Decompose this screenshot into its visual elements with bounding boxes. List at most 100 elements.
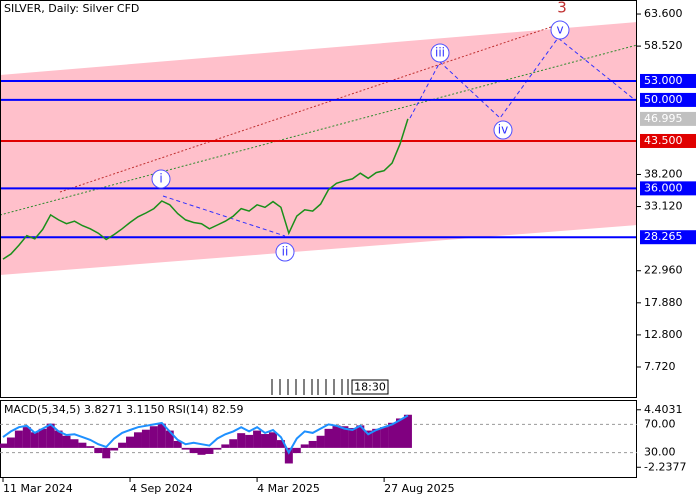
trend-line: [0, 44, 638, 216]
current-price: 46.995: [644, 112, 683, 125]
macd-bar: [253, 430, 262, 448]
y-tick-label: 58.520: [644, 39, 683, 52]
macd-bar: [229, 439, 238, 448]
y-tick-label: 22.960: [644, 264, 683, 277]
macd-bar: [126, 436, 135, 448]
level-label: 43.500: [644, 134, 683, 147]
y-tick-label: 4.4031: [644, 403, 683, 416]
macd-bar: [141, 429, 150, 448]
macd-bar: [284, 447, 293, 464]
level-tag: [640, 230, 696, 245]
macd-bar: [62, 435, 71, 448]
wave-circle: [430, 43, 450, 63]
wave-circle: [151, 169, 171, 189]
indicator-frame: [0, 400, 637, 478]
wave-label: iii: [435, 46, 445, 60]
level-label: 36.000: [644, 181, 683, 194]
macd-bar: [30, 432, 39, 448]
y-tick-label: 7.720: [644, 360, 676, 373]
macd-bar: [118, 442, 127, 448]
macd-bar: [197, 447, 206, 455]
chart-title: SILVER, Daily: Silver CFD: [4, 2, 139, 15]
macd-bar: [356, 425, 365, 448]
macd-bar: [276, 440, 285, 448]
macd-bar: [300, 444, 309, 448]
y-tick-label: 63.600: [644, 7, 683, 20]
time-box: [351, 379, 389, 395]
plot-frame: [0, 0, 637, 398]
macd-bar: [102, 447, 111, 459]
wave-path: [162, 195, 286, 237]
macd-bar: [348, 427, 357, 448]
level-tag: [640, 92, 696, 107]
macd-bar: [237, 433, 246, 448]
macd-bar: [205, 447, 214, 454]
x-tick-label: 27 Aug 2025: [384, 482, 454, 495]
macd-bar: [173, 440, 182, 448]
y-tick-label: 33.120: [644, 200, 683, 213]
macd-bar: [261, 434, 270, 448]
macd-bar: [403, 414, 412, 448]
y-tick-label: 17.880: [644, 296, 683, 309]
y2-tick-label: 70.00: [644, 417, 676, 430]
wave-label: ii: [282, 245, 289, 259]
macd-bar: [54, 430, 63, 448]
macd-bar: [364, 430, 373, 448]
level-tag: [640, 73, 696, 88]
price-tag: [640, 111, 696, 126]
wave-label: i: [159, 172, 162, 186]
macd-bar: [157, 423, 166, 448]
macd-bar: [86, 446, 95, 448]
y2-tick-label: 30.00: [644, 446, 676, 459]
indicator-title: MACD(5,34,5) 3.8271 3.1150 RSI(14) 82.59: [4, 403, 243, 416]
level-tag: [640, 181, 696, 196]
x-tick-label: 4 Mar 2025: [257, 482, 320, 495]
wave-label: v: [556, 23, 563, 37]
wave-label: iv: [498, 123, 508, 137]
macd-bar: [189, 447, 198, 454]
macd-bar: [14, 430, 23, 448]
time-label: 18:30: [354, 381, 386, 394]
macd-bar: [70, 439, 79, 448]
level-label: 53.000: [644, 74, 683, 87]
macd-bar: [149, 426, 158, 448]
macd-bar: [22, 427, 31, 448]
rsi-line: [2, 414, 409, 455]
x-tick-label: 11 Mar 2024: [3, 482, 73, 495]
macd-bar: [38, 428, 47, 448]
macd-bar: [133, 432, 142, 448]
macd-bar: [46, 423, 55, 448]
wave-circle: [275, 242, 295, 262]
wave-label: 3: [557, 0, 567, 17]
macd-bar: [213, 447, 222, 450]
x-tick-label: 4 Sep 2024: [130, 482, 193, 495]
time-markers: [271, 379, 349, 395]
level-label: 28.265: [644, 230, 683, 243]
macd-bar: [332, 425, 341, 448]
y-tick-label: 12.800: [644, 328, 683, 341]
macd-bar: [94, 447, 103, 454]
wave-circle: [493, 120, 513, 140]
macd-bar: [245, 434, 254, 448]
macd-bar: [308, 440, 317, 448]
macd-bar: [388, 422, 397, 448]
y-tick-label: 38.200: [644, 167, 683, 180]
wave-circle: [550, 20, 570, 40]
level-label: 50.000: [644, 93, 683, 106]
channel: [0, 22, 637, 275]
macd-bar: [0, 443, 7, 448]
macd-bar: [165, 430, 174, 448]
macd-bar: [340, 426, 349, 448]
macd-bar: [324, 428, 333, 448]
macd-bar: [78, 442, 87, 448]
y-tick-label: -2.2377: [644, 460, 686, 473]
macd-bar: [268, 432, 277, 448]
price-line: [2, 118, 409, 260]
level-tag: [640, 133, 696, 148]
macd-bar: [6, 437, 15, 448]
macd-bar: [221, 444, 230, 448]
macd-bar: [316, 435, 325, 448]
macd-bar: [396, 418, 404, 448]
macd-bar: [292, 447, 301, 454]
